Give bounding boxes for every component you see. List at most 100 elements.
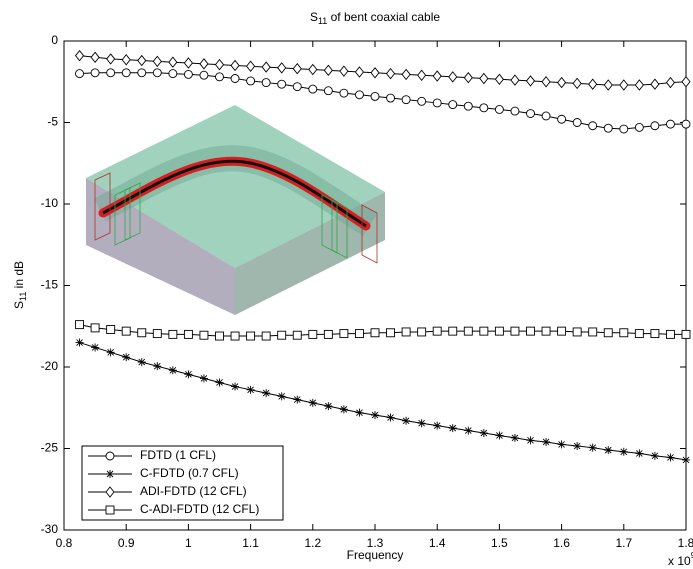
- marker: [682, 456, 690, 464]
- marker: [169, 70, 177, 78]
- inset-image: [86, 105, 385, 315]
- marker: [355, 67, 363, 77]
- ylabel-text: in dB: [12, 261, 26, 292]
- marker: [573, 328, 581, 336]
- marker: [620, 125, 628, 133]
- marker: [216, 378, 224, 386]
- marker: [153, 69, 161, 77]
- marker: [138, 329, 146, 337]
- marker: [122, 327, 130, 335]
- title-subscript: 11: [318, 16, 327, 26]
- marker: [216, 60, 224, 70]
- marker: [387, 414, 395, 422]
- marker: [262, 79, 270, 87]
- x-axis-label: Frequency: [347, 548, 404, 562]
- marker: [402, 69, 410, 79]
- marker: [231, 74, 239, 82]
- y-tick-label: -25: [41, 441, 59, 455]
- marker: [651, 452, 659, 460]
- marker: [464, 327, 472, 335]
- marker: [449, 424, 457, 432]
- x-tick-label: 1.5: [491, 536, 508, 550]
- marker: [138, 56, 146, 66]
- marker: [153, 330, 161, 338]
- marker: [340, 89, 348, 97]
- legend-marker: [106, 452, 114, 460]
- marker: [402, 96, 410, 104]
- marker: [418, 70, 426, 80]
- marker: [635, 80, 643, 90]
- marker: [324, 330, 332, 338]
- x-tick-label: 0.9: [118, 536, 135, 550]
- marker: [371, 411, 379, 419]
- marker: [91, 343, 99, 351]
- marker: [184, 330, 192, 338]
- marker: [293, 64, 301, 74]
- marker: [542, 77, 550, 87]
- marker: [138, 69, 146, 77]
- marker: [122, 353, 130, 361]
- ylabel-subscript: 11: [18, 292, 28, 301]
- marker: [153, 56, 161, 66]
- x-tick-label: 1.1: [242, 536, 259, 550]
- marker: [480, 327, 488, 335]
- marker: [184, 70, 192, 78]
- marker: [620, 80, 628, 90]
- marker: [76, 70, 84, 78]
- marker: [480, 104, 488, 112]
- marker: [293, 331, 301, 339]
- x-multiplier: x 109: [668, 551, 693, 568]
- y-axis-label: S11 in dB: [12, 261, 28, 309]
- marker: [324, 87, 332, 95]
- marker: [511, 75, 519, 85]
- marker: [169, 330, 177, 338]
- marker: [340, 330, 348, 338]
- marker: [278, 392, 286, 400]
- marker: [247, 386, 255, 394]
- marker: [371, 329, 379, 337]
- x-tick-label: 1.4: [429, 536, 446, 550]
- marker: [262, 332, 270, 340]
- marker: [449, 72, 457, 82]
- y-tick-label: -15: [41, 278, 59, 292]
- marker: [76, 339, 84, 347]
- marker: [480, 73, 488, 83]
- marker: [184, 58, 192, 68]
- marker: [589, 444, 597, 452]
- legend-marker: [106, 506, 114, 514]
- marker: [464, 102, 472, 110]
- marker: [464, 73, 472, 83]
- marker: [309, 330, 317, 338]
- marker: [527, 76, 535, 86]
- marker: [573, 78, 581, 88]
- marker: [402, 328, 410, 336]
- marker: [635, 123, 643, 131]
- x-tick-label: 1.7: [615, 536, 632, 550]
- marker: [449, 327, 457, 335]
- marker: [138, 358, 146, 366]
- marker: [635, 449, 643, 457]
- marker: [527, 327, 535, 335]
- marker: [247, 61, 255, 71]
- marker: [495, 105, 503, 113]
- marker: [200, 374, 208, 382]
- marker: [355, 330, 363, 338]
- marker: [262, 62, 270, 72]
- marker: [200, 331, 208, 339]
- marker: [635, 330, 643, 338]
- marker: [682, 77, 690, 87]
- marker: [666, 453, 674, 461]
- marker: [200, 59, 208, 69]
- legend-label: C-FDTD (0.7 CFL): [140, 466, 239, 480]
- marker: [651, 79, 659, 89]
- marker: [558, 78, 566, 88]
- marker: [558, 440, 566, 448]
- marker: [464, 427, 472, 435]
- marker: [495, 431, 503, 439]
- marker: [216, 332, 224, 340]
- marker: [542, 112, 550, 120]
- marker: [91, 52, 99, 62]
- marker: [620, 329, 628, 337]
- marker: [324, 402, 332, 410]
- marker: [666, 330, 674, 338]
